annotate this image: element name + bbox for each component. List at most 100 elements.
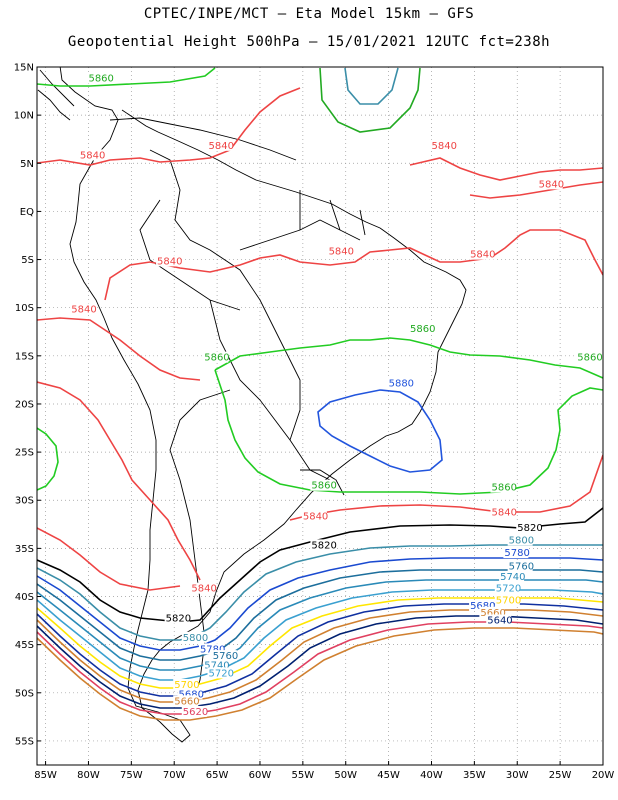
- contour-labels: 5860 5840 5840 5840 5840 5840 5840 5840 5840 5860…: [70, 72, 603, 718]
- lat-tick-label: 20S: [15, 399, 34, 410]
- contour-label-bg: [507, 534, 533, 546]
- contour-5840-west: [37, 317, 201, 381]
- contour-label-bg: [469, 600, 495, 612]
- contour-label-bg: [164, 612, 190, 624]
- contour-5860-west: [37, 427, 59, 491]
- contour-label-bg: [310, 479, 336, 491]
- contour-label-l5860f: 5860: [492, 483, 517, 494]
- lon-tick-label: 35W: [463, 770, 486, 781]
- contour-5860-north: [37, 67, 216, 87]
- lon-tick-label: 70W: [163, 770, 186, 781]
- contour-label-l5820b: 5820: [517, 523, 542, 534]
- contour-label-l5800a: 5800: [509, 536, 534, 547]
- contour-label-l5800b: 5800: [183, 633, 208, 644]
- contour-label-bg: [469, 248, 495, 260]
- contour-lines: [37, 67, 603, 721]
- country-borders: [139, 149, 366, 711]
- lon-tick-label: 60W: [249, 770, 272, 781]
- contour-label-bg: [503, 547, 529, 559]
- contour-label-l5680b: 5680: [179, 690, 204, 701]
- contour-5760: [37, 569, 603, 661]
- contour-5880-loop: [317, 389, 443, 473]
- contour-label-l5860e: 5860: [311, 481, 336, 492]
- contour-5700: [37, 597, 603, 689]
- lon-tick-label: 65W: [206, 770, 229, 781]
- contour-label-bg: [203, 351, 229, 363]
- lon-tick-label: 75W: [120, 770, 143, 781]
- contour-label-bg: [516, 522, 542, 534]
- contour-label-l5840c: 5840: [431, 141, 456, 152]
- lat-tick-label: 55S: [15, 736, 34, 747]
- contour-label-bg: [576, 351, 602, 363]
- contour-label-l5720b: 5720: [209, 668, 234, 679]
- contour-label-l5740a: 5740: [500, 572, 525, 583]
- contour-5840-southeast: [289, 454, 603, 521]
- lon-tick-label: 40W: [420, 770, 443, 781]
- contour-label-l5680a: 5680: [470, 601, 495, 612]
- lon-tick-label: 85W: [34, 770, 57, 781]
- contour-label-l5840g: 5840: [470, 250, 495, 261]
- contour-5840-mid: [104, 229, 603, 301]
- contour-label-bg: [173, 678, 199, 690]
- contour-label-bg: [87, 72, 113, 84]
- contour-label-l5660b: 5660: [174, 696, 199, 707]
- lat-tick-label: 40S: [15, 592, 34, 603]
- contour-label-l5840b: 5840: [209, 141, 234, 152]
- contour-label-l5640a: 5640: [487, 615, 512, 626]
- lat-tick-label: 10S: [15, 303, 34, 314]
- contour-5840-north: [37, 87, 301, 166]
- contour-label-bg: [310, 539, 336, 551]
- contour-label-l5820a: 5820: [311, 540, 336, 551]
- contour-label-l5760b: 5760: [213, 651, 238, 662]
- lon-tick-label: 80W: [77, 770, 100, 781]
- lat-tick-label: 45S: [15, 640, 34, 651]
- contour-label-bg: [494, 582, 520, 594]
- contour-label-l5700b: 5700: [174, 680, 199, 691]
- contour-label-l5840h: 5840: [71, 305, 96, 316]
- contour-5880-north: [344, 67, 399, 105]
- contour-label-bg: [490, 506, 516, 518]
- lon-tick-label: 30W: [506, 770, 529, 781]
- contour-label-l5760a: 5760: [509, 562, 534, 573]
- contour-5800: [37, 544, 603, 641]
- central-america-coastline: [37, 69, 75, 121]
- contour-label-l5700a: 5700: [496, 595, 521, 606]
- contour-5600: [37, 627, 603, 721]
- contour-label-bg: [181, 631, 207, 643]
- contour-label-bg: [156, 255, 182, 267]
- contour-label-l5840f: 5840: [329, 247, 354, 258]
- longitude-labels: 85W 80W 75W 70W 65W 60W 55W 50W 45W 40W 35W 30W 25W 2…: [34, 761, 614, 781]
- contour-label-l5840a: 5840: [80, 150, 105, 161]
- contour-label-bg: [181, 705, 207, 717]
- contour-label-l5840j: 5840: [492, 508, 517, 519]
- map-title-line1: CPTEC/INPE/MCT – Eta Model 15km – GFS: [143, 6, 475, 22]
- contour-label-bg: [490, 481, 516, 493]
- lat-tick-label: 25S: [15, 448, 34, 459]
- contour-label-l5660a: 5660: [480, 608, 505, 619]
- contour-5840-south: [37, 527, 181, 591]
- contour-label-l5780a: 5780: [504, 548, 529, 559]
- contour-label-bg: [211, 650, 237, 662]
- uruguay-border: [300, 469, 345, 496]
- contour-label-l5880: 5880: [389, 379, 414, 390]
- contour-label-l5620: 5620: [183, 707, 208, 718]
- contour-5860-north2: [319, 67, 421, 133]
- contour-label-l5720a: 5720: [496, 584, 521, 595]
- contour-5720: [37, 589, 603, 681]
- contour-5840-ne: [409, 157, 603, 181]
- lon-tick-label: 45W: [377, 770, 400, 781]
- contour-label-l5840d: 5840: [539, 179, 564, 190]
- map-title-line2: Geopotential Height 500hPa – 15/01/2021 …: [67, 34, 551, 50]
- contour-5740: [37, 579, 603, 671]
- lat-tick-label: 50S: [15, 688, 34, 699]
- contour-label-bg: [409, 322, 435, 334]
- caribbean-coast: [109, 117, 297, 161]
- contour-label-bg: [479, 606, 505, 618]
- contour-label-bg: [70, 303, 96, 315]
- contour-label-bg: [203, 659, 229, 671]
- contour-label-l5780b: 5780: [200, 644, 225, 655]
- contour-label-bg: [430, 139, 456, 151]
- contour-label-bg: [198, 643, 224, 655]
- lat-tick-label: 15S: [15, 351, 34, 362]
- coastlines-borders: [37, 67, 467, 743]
